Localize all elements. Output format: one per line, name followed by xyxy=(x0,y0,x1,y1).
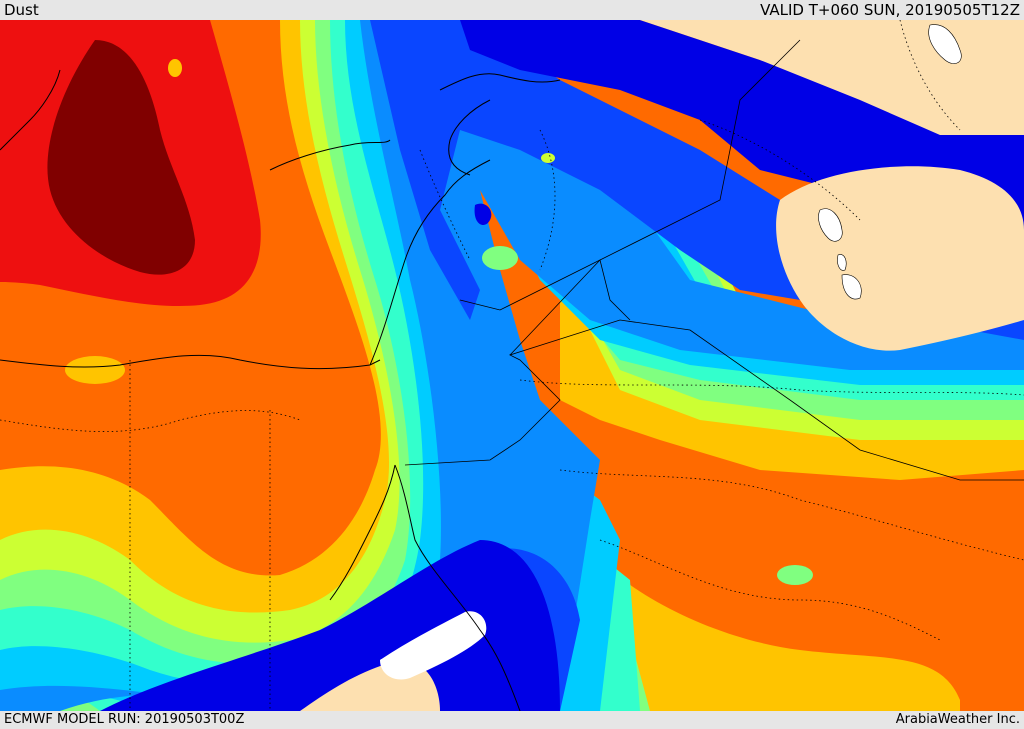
footer-bar: ECMWF MODEL RUN: 20190503T00Z ArabiaWeat… xyxy=(0,711,1024,729)
field-title: Dust xyxy=(4,1,39,19)
dust-layer-yellow-green-blob xyxy=(541,153,555,163)
dotted-borders xyxy=(0,20,1024,711)
dust-layer-light-green-blob-south xyxy=(777,565,813,585)
dust-layer-amber-south xyxy=(596,560,960,711)
header-bar: Dust VALID T+060 SUN, 20190505T12Z xyxy=(0,0,1024,20)
valid-time-label: VALID T+060 SUN, 20190505T12Z xyxy=(760,1,1020,19)
country-borders xyxy=(404,39,1024,481)
dust-layer-amber-egypt-coast xyxy=(65,356,125,384)
dust-layer-sky-blue xyxy=(0,20,1024,711)
red-sea-white-patch xyxy=(380,611,487,680)
dust-layer-amber-levant xyxy=(0,20,660,711)
coastlines xyxy=(0,69,561,711)
land-no-dust-iran xyxy=(640,20,1024,351)
model-run-label: ECMWF MODEL RUN: 20190503T00Z xyxy=(4,712,245,727)
lake-north xyxy=(928,24,962,64)
dust-layer-amber-blob xyxy=(168,59,182,77)
caspian-lake-2 xyxy=(837,254,862,300)
dust-layer-dark-red xyxy=(47,40,196,275)
credit-label: ArabiaWeather Inc. xyxy=(895,712,1020,727)
dust-layer-light-green-blob xyxy=(482,246,518,270)
caspian-lake-1 xyxy=(818,208,843,242)
dust-forecast-map xyxy=(0,20,1024,711)
